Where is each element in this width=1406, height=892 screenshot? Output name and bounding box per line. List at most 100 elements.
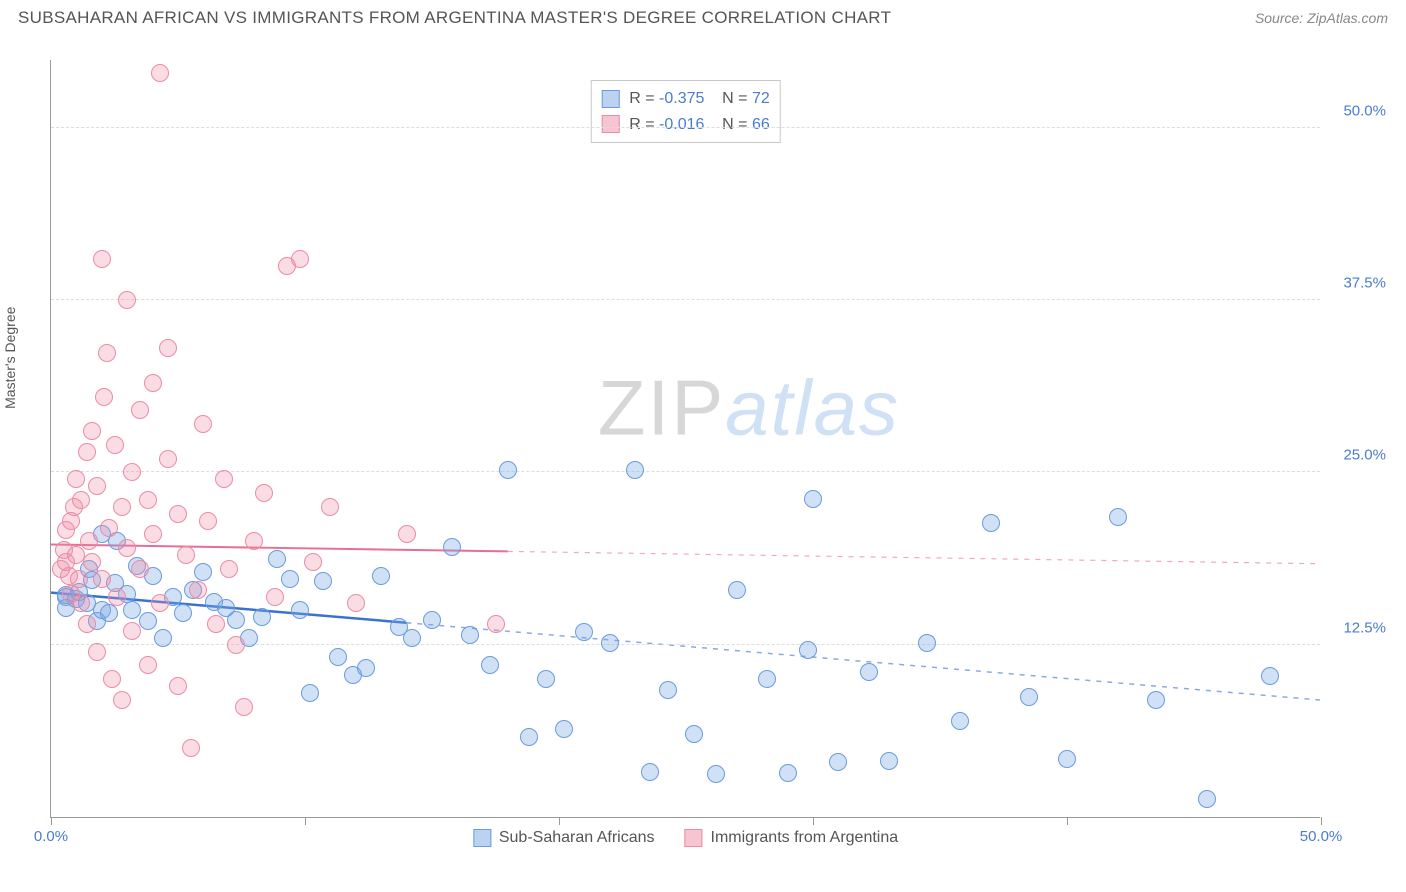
- x-tick: [1067, 817, 1068, 825]
- data-point: [194, 563, 212, 581]
- data-point: [291, 250, 309, 268]
- data-point: [641, 763, 659, 781]
- data-point: [72, 594, 90, 612]
- chart-title: SUBSAHARAN AFRICAN VS IMMIGRANTS FROM AR…: [18, 8, 891, 28]
- data-point: [372, 567, 390, 585]
- data-point: [1198, 790, 1216, 808]
- legend-row-blue: R = -0.375 N = 72: [601, 86, 770, 112]
- data-point: [728, 581, 746, 599]
- data-point: [461, 626, 479, 644]
- data-point: [118, 539, 136, 557]
- data-point: [799, 641, 817, 659]
- data-point: [291, 601, 309, 619]
- data-point: [78, 443, 96, 461]
- data-point: [151, 64, 169, 82]
- data-point: [80, 532, 98, 550]
- data-point: [169, 677, 187, 695]
- data-point: [151, 594, 169, 612]
- data-point: [707, 765, 725, 783]
- data-point: [220, 560, 238, 578]
- x-tick: [1321, 817, 1322, 825]
- data-point: [72, 491, 90, 509]
- data-point: [159, 339, 177, 357]
- data-point: [103, 670, 121, 688]
- data-point: [255, 484, 273, 502]
- data-point: [139, 612, 157, 630]
- data-point: [131, 401, 149, 419]
- data-point: [398, 525, 416, 543]
- plot-area: ZIPatlas R = -0.375 N = 72 R = -0.016: [50, 60, 1320, 818]
- x-tick: [305, 817, 306, 825]
- data-point: [88, 643, 106, 661]
- data-point: [113, 691, 131, 709]
- data-point: [113, 498, 131, 516]
- data-point: [106, 436, 124, 454]
- data-point: [194, 415, 212, 433]
- data-point: [601, 634, 619, 652]
- data-point: [93, 250, 111, 268]
- data-point: [423, 611, 441, 629]
- data-point: [98, 344, 116, 362]
- data-point: [67, 470, 85, 488]
- data-point: [93, 570, 111, 588]
- data-point: [207, 615, 225, 633]
- data-point: [281, 570, 299, 588]
- data-point: [1020, 688, 1038, 706]
- data-point: [918, 634, 936, 652]
- data-point: [481, 656, 499, 674]
- x-tick: [813, 817, 814, 825]
- data-point: [88, 477, 106, 495]
- watermark: ZIPatlas: [598, 363, 900, 454]
- data-point: [144, 374, 162, 392]
- data-point: [123, 622, 141, 640]
- x-tick: [51, 817, 52, 825]
- swatch-blue: [601, 90, 619, 108]
- data-point: [520, 728, 538, 746]
- data-point: [575, 623, 593, 641]
- data-point: [174, 604, 192, 622]
- data-point: [357, 659, 375, 677]
- data-point: [189, 581, 207, 599]
- data-point: [100, 519, 118, 537]
- data-point: [70, 570, 88, 588]
- source-attribution: Source: ZipAtlas.com: [1255, 10, 1388, 26]
- data-point: [880, 752, 898, 770]
- data-point: [537, 670, 555, 688]
- swatch-pink: [685, 829, 703, 847]
- data-point: [83, 422, 101, 440]
- data-point: [177, 546, 195, 564]
- data-point: [78, 615, 96, 633]
- data-point: [779, 764, 797, 782]
- swatch-blue: [473, 829, 491, 847]
- data-point: [685, 725, 703, 743]
- data-point: [268, 550, 286, 568]
- gridline: [51, 471, 1320, 472]
- data-point: [169, 505, 187, 523]
- legend-row-pink: R = -0.016 N = 66: [601, 112, 770, 138]
- data-point: [199, 512, 217, 530]
- data-point: [227, 636, 245, 654]
- data-point: [321, 498, 339, 516]
- data-point: [235, 698, 253, 716]
- data-point: [159, 450, 177, 468]
- data-point: [829, 753, 847, 771]
- data-point: [487, 615, 505, 633]
- data-point: [555, 720, 573, 738]
- data-point: [443, 538, 461, 556]
- data-point: [139, 491, 157, 509]
- chart-header: SUBSAHARAN AFRICAN VS IMMIGRANTS FROM AR…: [0, 0, 1406, 32]
- legend-item-pink: Immigrants from Argentina: [685, 829, 899, 847]
- swatch-pink: [601, 115, 619, 133]
- data-point: [347, 594, 365, 612]
- data-point: [659, 681, 677, 699]
- data-point: [266, 588, 284, 606]
- correlation-legend: R = -0.375 N = 72 R = -0.016 N = 66: [590, 80, 781, 143]
- data-point: [144, 525, 162, 543]
- data-point: [982, 514, 1000, 532]
- chart-container: Master's Degree ZIPatlas R = -0.375 N = …: [20, 42, 1390, 862]
- y-tick-label: 37.5%: [1328, 275, 1386, 292]
- data-point: [1147, 691, 1165, 709]
- data-point: [245, 532, 263, 550]
- data-point: [301, 684, 319, 702]
- series-legend: Sub-Saharan Africans Immigrants from Arg…: [473, 829, 898, 847]
